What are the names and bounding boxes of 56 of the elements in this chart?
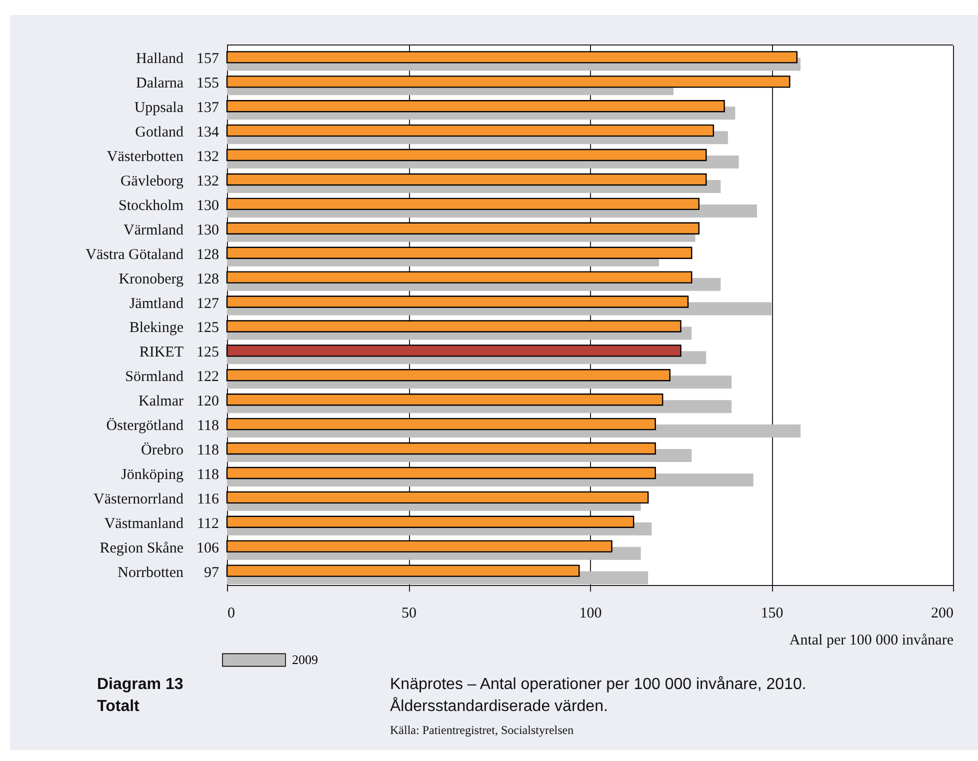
data-label: 116 <box>197 491 220 508</box>
y-tick-label: Blekinge <box>129 320 184 336</box>
x-tick-label: 150 <box>760 606 784 622</box>
x-tick-label: 0 <box>228 606 235 622</box>
data-label: 132 <box>196 149 219 166</box>
y-tick-label: Jönköping <box>120 466 184 483</box>
y-tick-label: Värmland <box>124 222 184 238</box>
data-label: 128 <box>196 246 219 263</box>
y-tick-label: Västmanland <box>104 516 184 532</box>
legend-label: 2009 <box>292 652 318 667</box>
x-tick-label: 50 <box>402 606 416 622</box>
data-label: 118 <box>197 418 219 434</box>
data-label: 106 <box>196 540 220 556</box>
x-tick-label: 200 <box>931 606 954 622</box>
data-label: 122 <box>196 369 219 386</box>
y-tick-label: Stockholm <box>118 198 184 214</box>
y-tick-label: Dalarna <box>136 76 184 92</box>
text: Åldersstandardiserade värden. <box>390 698 608 716</box>
y-tick-label: Kronoberg <box>118 271 184 288</box>
x-axis-title: Antal per 100 000 invånare <box>789 632 954 648</box>
data-label: 132 <box>196 173 219 190</box>
data-label: 130 <box>196 198 219 214</box>
y-tick-label: Gävleborg <box>120 173 184 190</box>
data-label: 125 <box>196 320 219 336</box>
y-tick-label: RIKET <box>139 344 184 361</box>
data-label: 130 <box>196 222 219 238</box>
data-label: 155 <box>196 76 219 92</box>
data-label: 157 <box>196 51 220 68</box>
y-tick-label: Jämtland <box>129 296 184 312</box>
y-tick-label: Västerbotten <box>106 149 184 166</box>
data-label: 128 <box>196 271 219 288</box>
data-label: 137 <box>196 100 220 116</box>
text: Totalt <box>97 698 140 716</box>
y-tick-label: Västernorrland <box>94 491 184 508</box>
text: Diagram 13 <box>97 676 184 694</box>
y-tick-label: Örebro <box>141 442 184 459</box>
y-tick-label: Sörmland <box>125 369 184 386</box>
data-label: 120 <box>196 394 219 410</box>
data-label: 118 <box>197 466 219 483</box>
data-label: 134 <box>196 124 220 141</box>
y-tick-label: Halland <box>136 51 184 68</box>
y-tick-label: Östergötland <box>106 417 184 434</box>
y-tick-label: Västra Götaland <box>86 246 184 263</box>
y-tick-label: Kalmar <box>138 394 184 410</box>
text: Knäprotes – Antal operationer per 100 000 invånare, 2010. <box>390 676 806 694</box>
y-tick-label: Uppsala <box>134 100 184 116</box>
data-label: 127 <box>196 296 220 312</box>
data-label: 97 <box>204 564 220 581</box>
text: Källa: Patientregistret, Socialstyrelsen <box>390 723 574 738</box>
data-label: 118 <box>197 442 219 459</box>
y-tick-label: Region Skåne <box>100 540 184 556</box>
y-tick-label: Norrbotten <box>118 564 184 581</box>
data-label: 125 <box>196 344 219 361</box>
data-label: 112 <box>197 516 219 532</box>
x-tick-label: 100 <box>579 606 602 622</box>
y-tick-label: Gotland <box>135 124 184 141</box>
